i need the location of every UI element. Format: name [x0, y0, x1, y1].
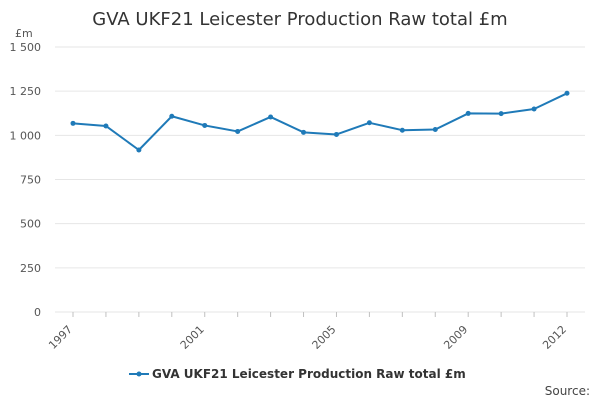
- x-tick-label: 2005: [310, 323, 339, 352]
- y-tick-label: 1 250: [10, 85, 42, 98]
- data-point[interactable]: [531, 106, 537, 112]
- x-tick-label: 1997: [46, 323, 75, 352]
- data-point[interactable]: [136, 147, 142, 153]
- y-tick-label: 1 000: [10, 129, 42, 142]
- legend[interactable]: GVA UKF21 Leicester Production Raw total…: [129, 367, 466, 381]
- data-point[interactable]: [169, 113, 175, 119]
- data-point[interactable]: [465, 110, 471, 116]
- data-point[interactable]: [268, 114, 274, 120]
- series-line: [72, 92, 568, 151]
- grid-lines: [55, 46, 585, 313]
- data-point[interactable]: [70, 120, 76, 126]
- x-tick-label: 2009: [441, 323, 470, 352]
- x-tick-label: 2001: [178, 323, 207, 352]
- data-point[interactable]: [301, 129, 307, 135]
- y-tick-label: 750: [20, 174, 41, 187]
- data-point[interactable]: [333, 131, 339, 137]
- data-point[interactable]: [235, 128, 241, 134]
- legend-label: GVA UKF21 Leicester Production Raw total…: [152, 367, 466, 381]
- x-tick-label: 2012: [540, 323, 569, 352]
- y-axis-unit-label: £m: [15, 27, 33, 40]
- data-point[interactable]: [399, 127, 405, 133]
- y-tick-label: 250: [20, 262, 41, 275]
- series-layer: [70, 90, 570, 153]
- data-point[interactable]: [103, 123, 109, 129]
- x-axis: 1997 2001 2005 2009 2012: [46, 312, 569, 352]
- data-point[interactable]: [432, 127, 438, 133]
- data-point[interactable]: [202, 122, 208, 128]
- data-point[interactable]: [498, 111, 504, 117]
- y-tick-label: 1 500: [10, 41, 42, 54]
- source-label[interactable]: Source:: [545, 384, 590, 398]
- chart-title: GVA UKF21 Leicester Production Raw total…: [92, 9, 507, 30]
- y-tick-label: 0: [34, 306, 41, 319]
- legend-point-marker: [136, 371, 142, 377]
- y-tick-label: 500: [20, 218, 41, 231]
- data-point[interactable]: [564, 90, 570, 96]
- data-point[interactable]: [366, 120, 372, 126]
- y-axis-tick-labels: 0 250 500 750 1 000 1 250 1 500: [10, 41, 42, 319]
